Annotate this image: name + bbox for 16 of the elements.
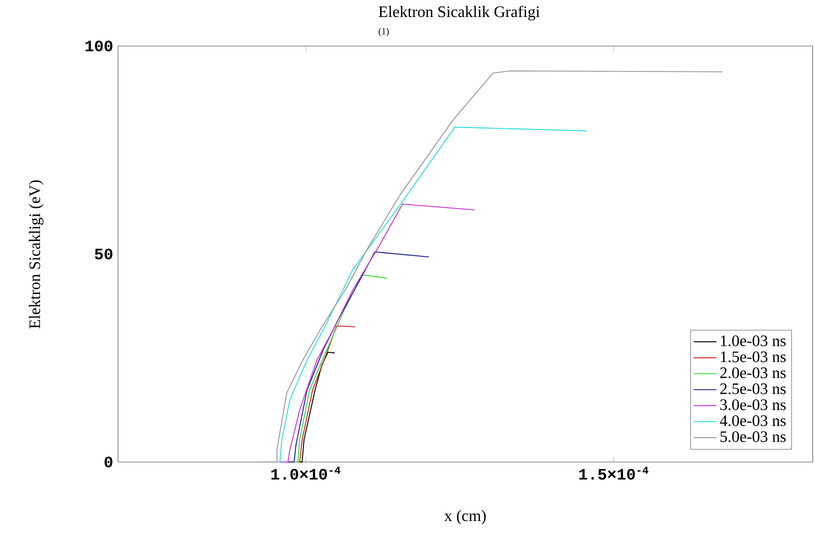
x-axis-title: x (cm) [444, 510, 486, 524]
y-tick-label: 100 [86, 40, 112, 52]
y-tick-label: 50 [94, 248, 112, 260]
legend-label: 1.0e-03 ns [720, 335, 786, 346]
legend-label: 3.0e-03 ns [720, 399, 786, 410]
legend-label: 5.0e-03 ns [720, 431, 786, 442]
chart-subtitle: (1) [378, 28, 389, 36]
legend-label: 2.0e-03 ns [720, 367, 786, 378]
chart-title: Elektron Sicaklik Grafigi [378, 6, 540, 20]
legend-label: 1.5e-03 ns [720, 351, 786, 362]
legend-label: 4.0e-03 ns [720, 415, 786, 426]
legend-label: 2.5e-03 ns [720, 383, 786, 394]
x-tick-label: 1.5×10$^{-4}$ [579, 466, 648, 480]
y-tick-label: 0 [104, 456, 112, 468]
x-tick-label: 1.0×10$^{-4}$ [271, 466, 340, 480]
y-axis-title: Elektron Sicakligi (eV) [28, 180, 44, 329]
